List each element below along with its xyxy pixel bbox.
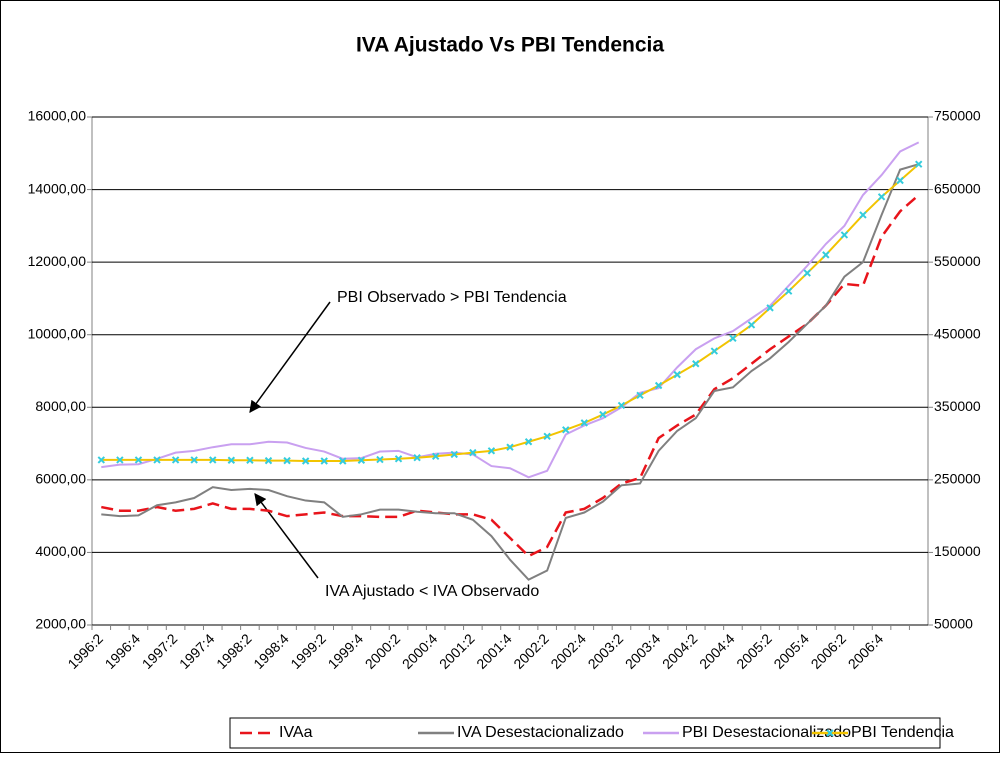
marker: [784, 287, 793, 295]
y-tick-label: 10000,00: [28, 325, 87, 341]
marker: [246, 456, 254, 464]
marker: [320, 457, 328, 465]
marker: [431, 452, 440, 460]
y2-tick-label: 450000: [934, 325, 981, 341]
y2-tick-label: 50000: [934, 616, 973, 632]
marker: [617, 401, 626, 410]
y2-tick-label: 650000: [934, 180, 981, 196]
marker: [487, 447, 496, 455]
marker: [877, 193, 886, 201]
marker: [654, 381, 663, 390]
marker: [580, 419, 589, 427]
series-line: [101, 141, 920, 479]
marker: [766, 304, 774, 312]
marker: [209, 456, 217, 464]
marker: [562, 426, 570, 434]
marker: [153, 456, 161, 464]
marker: [692, 360, 700, 368]
marker: [896, 176, 904, 185]
marker: [376, 455, 384, 464]
y2-tick-label: 150000: [934, 543, 981, 559]
marker: [339, 457, 347, 465]
arrow: [254, 493, 319, 579]
marker: [450, 450, 458, 459]
marker: [599, 410, 607, 419]
marker: [506, 443, 514, 451]
marker: [116, 456, 124, 464]
y-tick-label: 4000,00: [35, 543, 86, 559]
legend-label: PBI Tendencia: [851, 724, 954, 741]
marker: [822, 251, 830, 259]
y-tick-label: 6000,00: [35, 471, 86, 487]
marker: [283, 456, 291, 465]
marker: [747, 321, 756, 329]
legend-label: IVAa: [279, 724, 313, 741]
marker: [543, 432, 551, 441]
marker: [413, 454, 421, 462]
marker: [190, 456, 198, 464]
y-tick-label: 16000,00: [28, 108, 87, 124]
series-line: [101, 194, 920, 558]
legend-label: PBI Desestacionalizado: [682, 724, 851, 741]
y2-tick-label: 550000: [934, 253, 981, 269]
annotation: IVA Ajustado < IVA Observado: [325, 583, 539, 600]
marker: [915, 160, 923, 168]
marker: [394, 455, 403, 463]
marker: [134, 456, 143, 464]
y-tick-label: 14000,00: [28, 180, 87, 196]
marker: [469, 448, 477, 457]
marker: [673, 370, 681, 379]
y2-tick-label: 250000: [934, 471, 981, 487]
marker: [357, 456, 366, 464]
marker: [301, 457, 310, 465]
marker: [264, 456, 273, 465]
y2-tick-label: 750000: [934, 108, 981, 124]
marker: [803, 269, 811, 277]
marker: [729, 334, 737, 343]
marker: [859, 211, 867, 219]
legend-label: IVA Desestacionalizado: [457, 724, 624, 741]
marker: [171, 456, 180, 464]
y2-tick-label: 350000: [934, 398, 981, 414]
series-line: [101, 163, 919, 581]
marker: [710, 347, 719, 355]
y-tick-label: 12000,00: [28, 253, 87, 269]
marker: [636, 391, 644, 400]
marker: [524, 438, 533, 446]
marker: [840, 231, 849, 239]
annotation: PBI Observado > PBI Tendencia: [337, 289, 567, 306]
marker: [227, 456, 236, 464]
legend-marker: [826, 729, 834, 737]
chart-title: IVA Ajustado Vs PBI Tendencia: [356, 34, 664, 57]
arrow: [249, 301, 331, 413]
marker: [97, 456, 105, 464]
y-tick-label: 8000,00: [35, 398, 86, 414]
y-tick-label: 2000,00: [35, 616, 86, 632]
